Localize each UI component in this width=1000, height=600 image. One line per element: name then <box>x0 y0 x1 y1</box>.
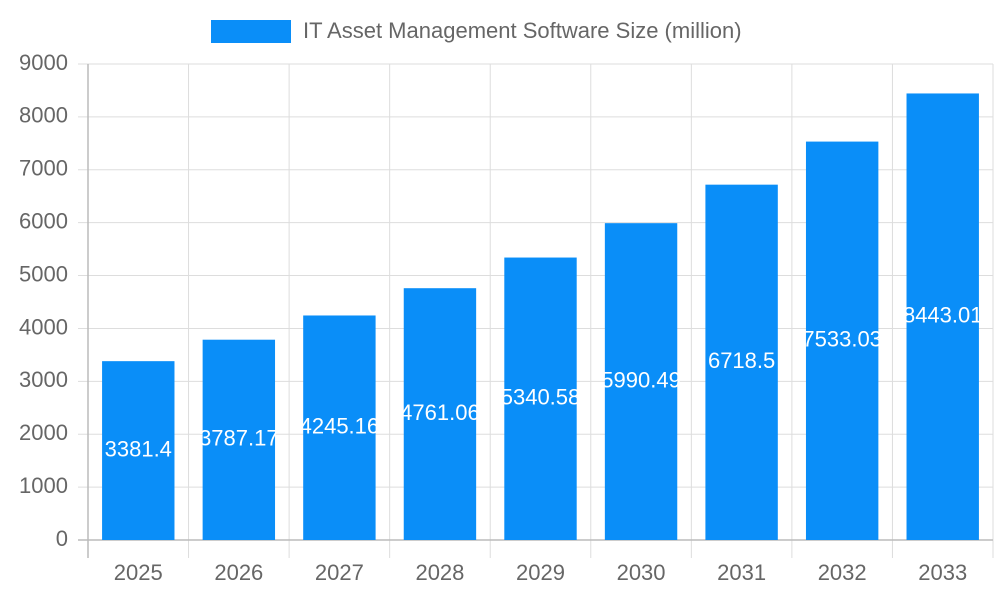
data-label: 5340.58 <box>501 385 581 410</box>
bar <box>403 288 477 540</box>
data-label: 4245.16 <box>300 414 380 439</box>
y-tick-label: 7000 <box>19 156 68 181</box>
x-tick-label: 2026 <box>214 560 263 585</box>
legend-label: IT Asset Management Software Size (milli… <box>303 18 742 43</box>
bar <box>202 339 276 540</box>
data-label: 3381.4 <box>105 436 172 461</box>
x-tick-label: 2027 <box>315 560 364 585</box>
bar <box>504 257 577 540</box>
data-label: 4761.06 <box>400 400 480 425</box>
bar <box>102 361 175 540</box>
data-label: 5990.49 <box>601 367 681 392</box>
data-label: 3787.17 <box>199 426 279 451</box>
data-label: 8443.01 <box>903 303 983 328</box>
y-tick-label: 5000 <box>19 261 68 286</box>
x-tick-label: 2028 <box>415 560 464 585</box>
y-tick-label: 3000 <box>19 367 68 392</box>
x-tick-label: 2029 <box>516 560 565 585</box>
x-tick-label: 2033 <box>918 560 967 585</box>
legend-swatch <box>211 20 291 43</box>
y-tick-label: 1000 <box>19 473 68 498</box>
y-tick-label: 6000 <box>19 208 68 233</box>
bar <box>705 184 778 540</box>
y-tick-label: 0 <box>56 526 68 551</box>
data-label: 6718.5 <box>708 348 775 373</box>
bar <box>303 315 376 540</box>
x-tick-label: 2032 <box>818 560 867 585</box>
y-tick-label: 8000 <box>19 103 68 128</box>
data-label: 7533.03 <box>802 327 882 352</box>
y-tick-label: 2000 <box>19 420 68 445</box>
bar <box>805 141 879 540</box>
x-tick-label: 2030 <box>617 560 666 585</box>
x-tick-label: 2025 <box>114 560 163 585</box>
y-tick-label: 4000 <box>19 314 68 339</box>
x-tick-label: 2031 <box>717 560 766 585</box>
bar <box>906 93 979 540</box>
bar <box>604 223 678 540</box>
y-tick-label: 9000 <box>19 50 68 75</box>
